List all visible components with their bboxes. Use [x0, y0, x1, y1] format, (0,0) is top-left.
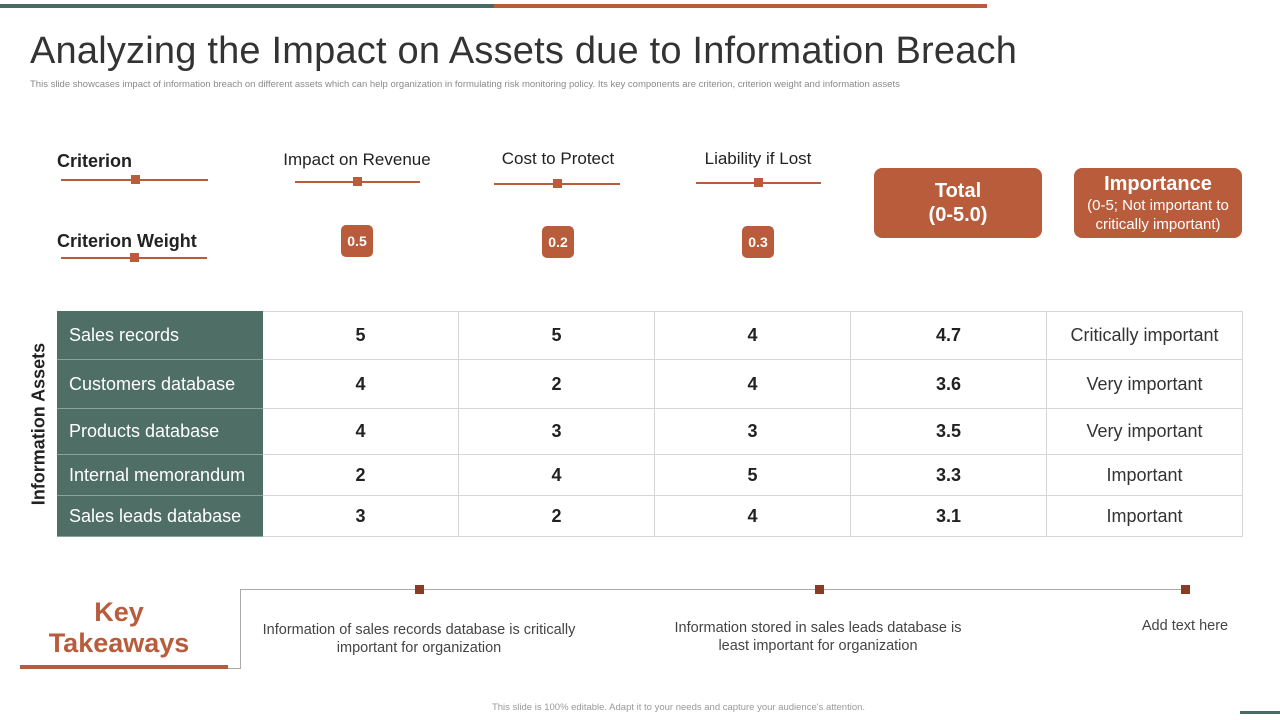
cost-to-protect-score: 4 — [458, 454, 655, 496]
liability-if-lost-slider — [696, 178, 821, 187]
impact-on-revenue-score: 4 — [262, 408, 459, 455]
liability-if-lost-score: 4 — [654, 311, 851, 360]
total-header-box: Total (0-5.0) — [874, 168, 1042, 238]
total-score: 4.7 — [850, 311, 1047, 360]
importance-header-scale: (0-5; Not important to critically import… — [1087, 197, 1229, 233]
weight-badge-cost-to-protect: 0.2 — [542, 226, 574, 258]
total-score: 3.6 — [850, 359, 1047, 409]
slider-knob — [553, 179, 562, 188]
liability-if-lost-score: 5 — [654, 454, 851, 496]
importance-header-title: Importance — [1104, 173, 1212, 195]
impact-on-revenue-score: 4 — [262, 359, 459, 409]
key-takeaways-title-line2: Takeaways — [48, 628, 190, 658]
weight-badge-liability-if-lost: 0.3 — [742, 226, 774, 258]
asset-name: Sales records — [57, 311, 263, 360]
key-takeaways-title: Key Takeaways — [20, 597, 218, 659]
cost-to-protect-score: 5 — [458, 311, 655, 360]
impact-on-revenue-score: 2 — [262, 454, 459, 496]
table-row: Internal memorandum 2 4 5 3.3 Important — [57, 454, 1243, 496]
cost-to-protect-score: 2 — [458, 359, 655, 409]
impact-on-revenue-slider — [295, 177, 420, 186]
column-header-liability-if-lost: Liability if Lost — [704, 149, 812, 168]
takeaway-text-2: Information stored in sales leads databa… — [674, 620, 962, 654]
footer-note: This slide is 100% editable. Adapt it to… — [491, 702, 866, 713]
takeaway-marker — [1181, 585, 1190, 594]
table-row: Sales leads database 3 2 4 3.1 Important — [57, 495, 1243, 537]
importance-value: Critically important — [1046, 311, 1243, 360]
importance-header-box: Importance (0-5; Not important to critic… — [1074, 168, 1242, 238]
criterion-weight-label: Criterion Weight — [57, 231, 197, 252]
total-header-title: Total — [934, 180, 982, 202]
corner-accent-line — [1240, 711, 1280, 714]
importance-value: Important — [1046, 495, 1243, 537]
table-row: Customers database 4 2 4 3.6 Very import… — [57, 359, 1243, 409]
table-row: Sales records 5 5 4 4.7 Critically impor… — [57, 311, 1243, 360]
total-score: 3.3 — [850, 454, 1047, 496]
impact-on-revenue-score: 3 — [262, 495, 459, 537]
column-header-impact-on-revenue: Impact on Revenue — [283, 150, 431, 169]
asset-name: Sales leads database — [57, 495, 263, 537]
cost-to-protect-score: 2 — [458, 495, 655, 537]
total-score: 3.5 — [850, 408, 1047, 455]
total-score: 3.1 — [850, 495, 1047, 537]
page-title: Analyzing the Impact on Assets due to In… — [30, 30, 1018, 72]
asset-name: Products database — [57, 408, 263, 455]
criterion-weight-slider — [61, 253, 207, 262]
column-header-cost-to-protect: Cost to Protect — [501, 149, 615, 168]
slider-knob — [754, 178, 763, 187]
importance-value: Very important — [1046, 408, 1243, 455]
cost-to-protect-score: 3 — [458, 408, 655, 455]
page-subtitle: This slide showcases impact of informati… — [30, 79, 900, 90]
asset-name: Customers database — [57, 359, 263, 409]
liability-if-lost-score: 4 — [654, 495, 851, 537]
takeaways-bracket-connector — [228, 668, 241, 669]
takeaways-bracket-horizontal — [240, 589, 1186, 590]
criterion-slider — [61, 175, 208, 184]
importance-value: Very important — [1046, 359, 1243, 409]
criterion-label: Criterion — [57, 151, 133, 171]
slider-knob — [131, 175, 140, 184]
key-takeaways-underline — [20, 665, 228, 669]
information-assets-label: Information Assets — [28, 342, 49, 506]
asset-name: Internal memorandum — [57, 454, 263, 496]
liability-if-lost-score: 3 — [654, 408, 851, 455]
cost-to-protect-slider — [494, 179, 620, 188]
criterion-weight-label-normal: Weight — [137, 231, 197, 251]
impact-on-revenue-score: 5 — [262, 311, 459, 360]
importance-value: Important — [1046, 454, 1243, 496]
takeaway-marker — [415, 585, 424, 594]
table-row: Products database 4 3 3 3.5 Very importa… — [57, 408, 1243, 455]
top-accent-bar-orange — [494, 4, 987, 8]
liability-if-lost-score: 4 — [654, 359, 851, 409]
criterion-weight-label-bold: Criterion — [57, 231, 133, 251]
takeaway-text-1: Information of sales records database is… — [262, 622, 576, 656]
top-accent-bar-teal — [0, 4, 494, 8]
assets-table: Sales records 5 5 4 4.7 Critically impor… — [57, 311, 1243, 537]
takeaway-marker — [815, 585, 824, 594]
slider-knob — [130, 253, 139, 262]
slider-knob — [353, 177, 362, 186]
takeaways-bracket-vertical — [240, 589, 241, 669]
key-takeaways-title-line1: Key — [94, 597, 144, 627]
weight-badge-impact-on-revenue: 0.5 — [341, 225, 373, 257]
total-header-range: (0-5.0) — [928, 204, 988, 226]
takeaway-text-3: Add text here — [1141, 618, 1229, 634]
